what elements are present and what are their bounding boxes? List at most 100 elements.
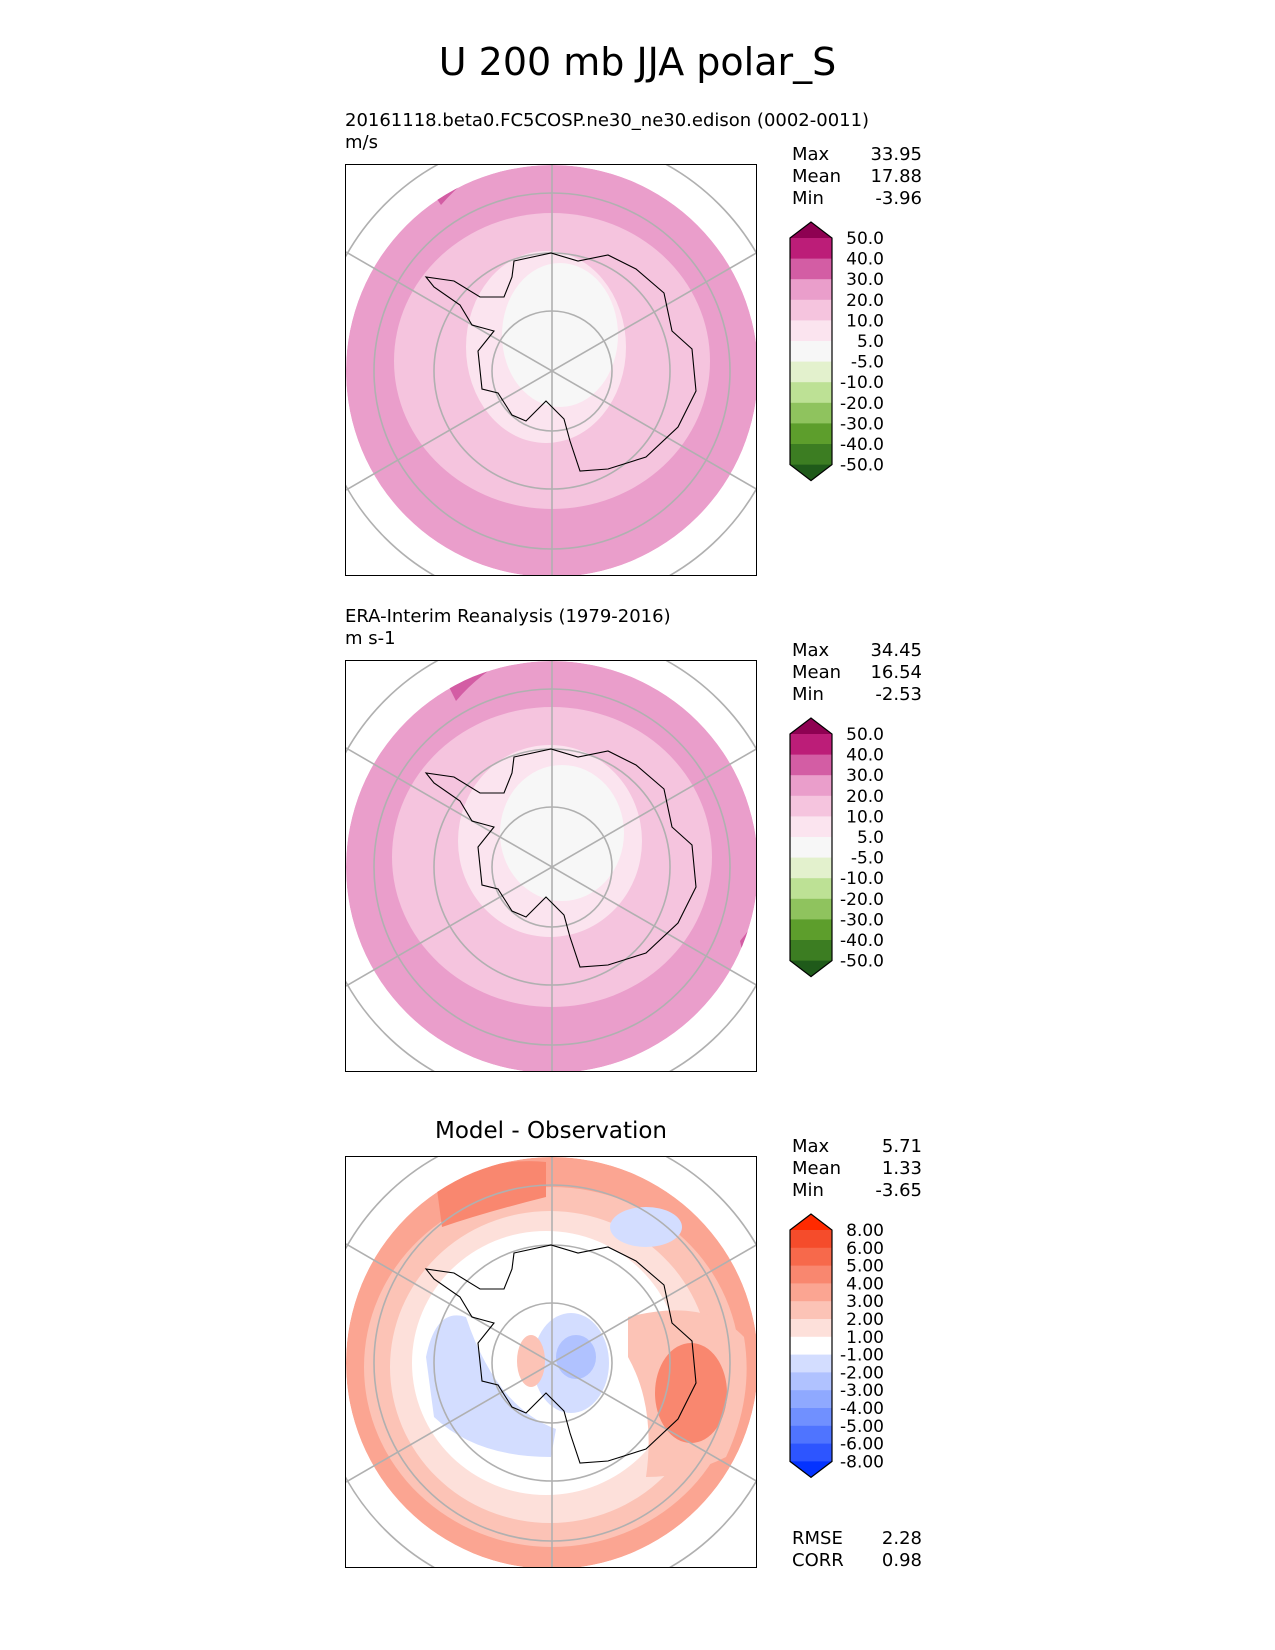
- colorbar-tick-label: 30.0: [846, 766, 884, 786]
- colorbar-segment: [790, 402, 832, 424]
- colorbar-segment: [790, 1425, 832, 1445]
- colorbar-tick-label: -5.0: [851, 849, 884, 869]
- colorbar-tick-label: -30.0: [840, 910, 884, 930]
- colorbar-tick-label: -50.0: [840, 456, 884, 476]
- colorbar-outline: [789, 1213, 833, 1479]
- diff-negative-region-north: [610, 1207, 682, 1247]
- colorbar-segment: [790, 1230, 832, 1249]
- diff-stat-mean: Mean 1.33: [792, 1158, 922, 1179]
- colorbar-segment: [790, 1443, 832, 1462]
- colorbar-segment: [790, 1336, 832, 1356]
- colorbar-tick-label: 5.0: [857, 332, 884, 352]
- diff-stat-min: Min -3.65: [792, 1180, 922, 1201]
- colorbar-tick-label: -5.00: [840, 1417, 884, 1437]
- model-stat-mean: Mean 17.88: [792, 166, 922, 187]
- colorbar-tick-label: 2.00: [846, 1310, 884, 1330]
- colorbar-tick-label: -1.00: [840, 1346, 884, 1366]
- colorbar-outline: [789, 717, 833, 978]
- colorbar-tick-label: 50.0: [846, 725, 884, 745]
- colorbar-tick-label: -10.0: [840, 869, 884, 889]
- diff-panel-title: Model - Observation: [434, 1118, 668, 1144]
- colorbar-tick-label: 30.0: [846, 270, 884, 290]
- colorbar-segment: [790, 423, 832, 445]
- diff-antarctica-coastline: [424, 1244, 697, 1464]
- colorbar-tick-label: 5.0: [857, 828, 884, 848]
- colorbar-tick-label: 3.00: [846, 1292, 884, 1312]
- colorbar-segment: [790, 1319, 832, 1338]
- colorbar-segment: [790, 857, 832, 879]
- diff-metric-corr: CORR 0.98: [792, 1550, 922, 1571]
- model-map: [345, 164, 757, 576]
- colorbar-tick-label: -6.00: [840, 1435, 884, 1455]
- colorbar-tick-label: 10.0: [846, 807, 884, 827]
- colorbar-tick-label: -40.0: [840, 931, 884, 951]
- model-panel-title: 20161118.beta0.FC5COSP.ne30_ne30.edison …: [345, 110, 869, 154]
- obs-map: [345, 660, 757, 1072]
- colorbar-extend-max: [790, 718, 832, 734]
- colorbar-tick-label: 5.00: [846, 1257, 884, 1277]
- colorbar-tick-label: -4.00: [840, 1399, 884, 1419]
- colorbar-segment: [790, 795, 832, 817]
- colorbar-segment: [790, 775, 832, 797]
- colorbar-segment: [790, 754, 832, 776]
- model-field-neutral: [502, 263, 618, 407]
- colorbar-segment: [790, 898, 832, 920]
- colorbar-segment: [790, 1283, 832, 1302]
- colorbar-extend-max: [790, 1214, 832, 1230]
- model-colorbar: 50.0 40.0 30.0 20.0 10.0 5.0 -5.0 -10.0 -20.0 -30…: [789, 221, 890, 489]
- colorbar-tick-label: 1.00: [846, 1328, 884, 1348]
- diff-metric-rmse: RMSE 2.28: [792, 1528, 922, 1549]
- colorbar-tick-label: 50.0: [846, 229, 884, 249]
- obs-title-line1: ERA-Interim Reanalysis (1979-2016): [345, 606, 671, 627]
- obs-field-neutral: [500, 765, 624, 901]
- colorbar-segment: [790, 837, 832, 859]
- colorbar-tick-label: 20.0: [846, 291, 884, 311]
- model-stats: Max 33.95 Mean 17.88 Min -3.96: [792, 144, 922, 210]
- diff-positive-core-north: [436, 1161, 546, 1227]
- colorbar-segment: [790, 1390, 832, 1409]
- colorbar-segment: [790, 382, 832, 404]
- colorbar-segment: [790, 341, 832, 363]
- colorbar-segment: [790, 320, 832, 342]
- diff-negative-region-west: [426, 1315, 556, 1457]
- colorbar-segment: [790, 1247, 832, 1267]
- colorbar-tick-label: -5.0: [851, 353, 884, 373]
- colorbar-extend-min: [790, 1461, 832, 1478]
- colorbar-segment: [790, 444, 832, 466]
- colorbar-extend-max: [790, 222, 832, 238]
- diff-stats: Max 5.71 Mean 1.33 Min -3.65: [792, 1136, 922, 1202]
- colorbar-segment: [790, 279, 832, 301]
- obs-stat-mean: Mean 16.54: [792, 662, 922, 683]
- colorbar-segment: [790, 940, 832, 962]
- colorbar-segment: [790, 878, 832, 900]
- obs-units: m s-1: [345, 628, 396, 649]
- obs-stat-max: Max 34.45: [792, 640, 922, 661]
- obs-colorbar: 50.0 40.0 30.0 20.0 10.0 5.0 -5.0 -10.0 -20.0 -30…: [789, 717, 890, 985]
- obs-stats: Max 34.45 Mean 16.54 Min -2.53: [792, 640, 922, 706]
- colorbar-tick-label: -30.0: [840, 414, 884, 434]
- colorbar-tick-label: -3.00: [840, 1381, 884, 1401]
- colorbar-tick-label: 20.0: [846, 787, 884, 807]
- diff-negative-core: [556, 1335, 596, 1379]
- colorbar-segment: [790, 238, 832, 260]
- colorbar-tick-label: -50.0: [840, 952, 884, 972]
- colorbar-tick-label: -10.0: [840, 373, 884, 393]
- colorbar-tick-label: 10.0: [846, 311, 884, 331]
- colorbar-extend-min: [790, 960, 832, 977]
- model-antarctica-coastline: [424, 252, 697, 472]
- colorbar-segment: [790, 361, 832, 383]
- colorbar-segment: [790, 919, 832, 941]
- colorbar-segment: [790, 1408, 832, 1427]
- colorbar-tick-label: 40.0: [846, 250, 884, 270]
- model-graticule: [346, 165, 756, 575]
- obs-panel-title: ERA-Interim Reanalysis (1979-2016) m s-1: [345, 606, 671, 650]
- colorbar-tick-label: -40.0: [840, 435, 884, 455]
- colorbar-segment: [790, 816, 832, 838]
- colorbar-tick-label: 8.00: [846, 1221, 884, 1241]
- model-stat-min: Min -3.96: [792, 188, 922, 209]
- model-title-line1: 20161118.beta0.FC5COSP.ne30_ne30.edison …: [345, 110, 870, 131]
- diff-positive-pole: [517, 1335, 545, 1387]
- colorbar-segment: [790, 1354, 832, 1373]
- diff-metrics: RMSE 2.28 CORR 0.98: [792, 1528, 922, 1572]
- colorbar-tick-label: 4.00: [846, 1274, 884, 1294]
